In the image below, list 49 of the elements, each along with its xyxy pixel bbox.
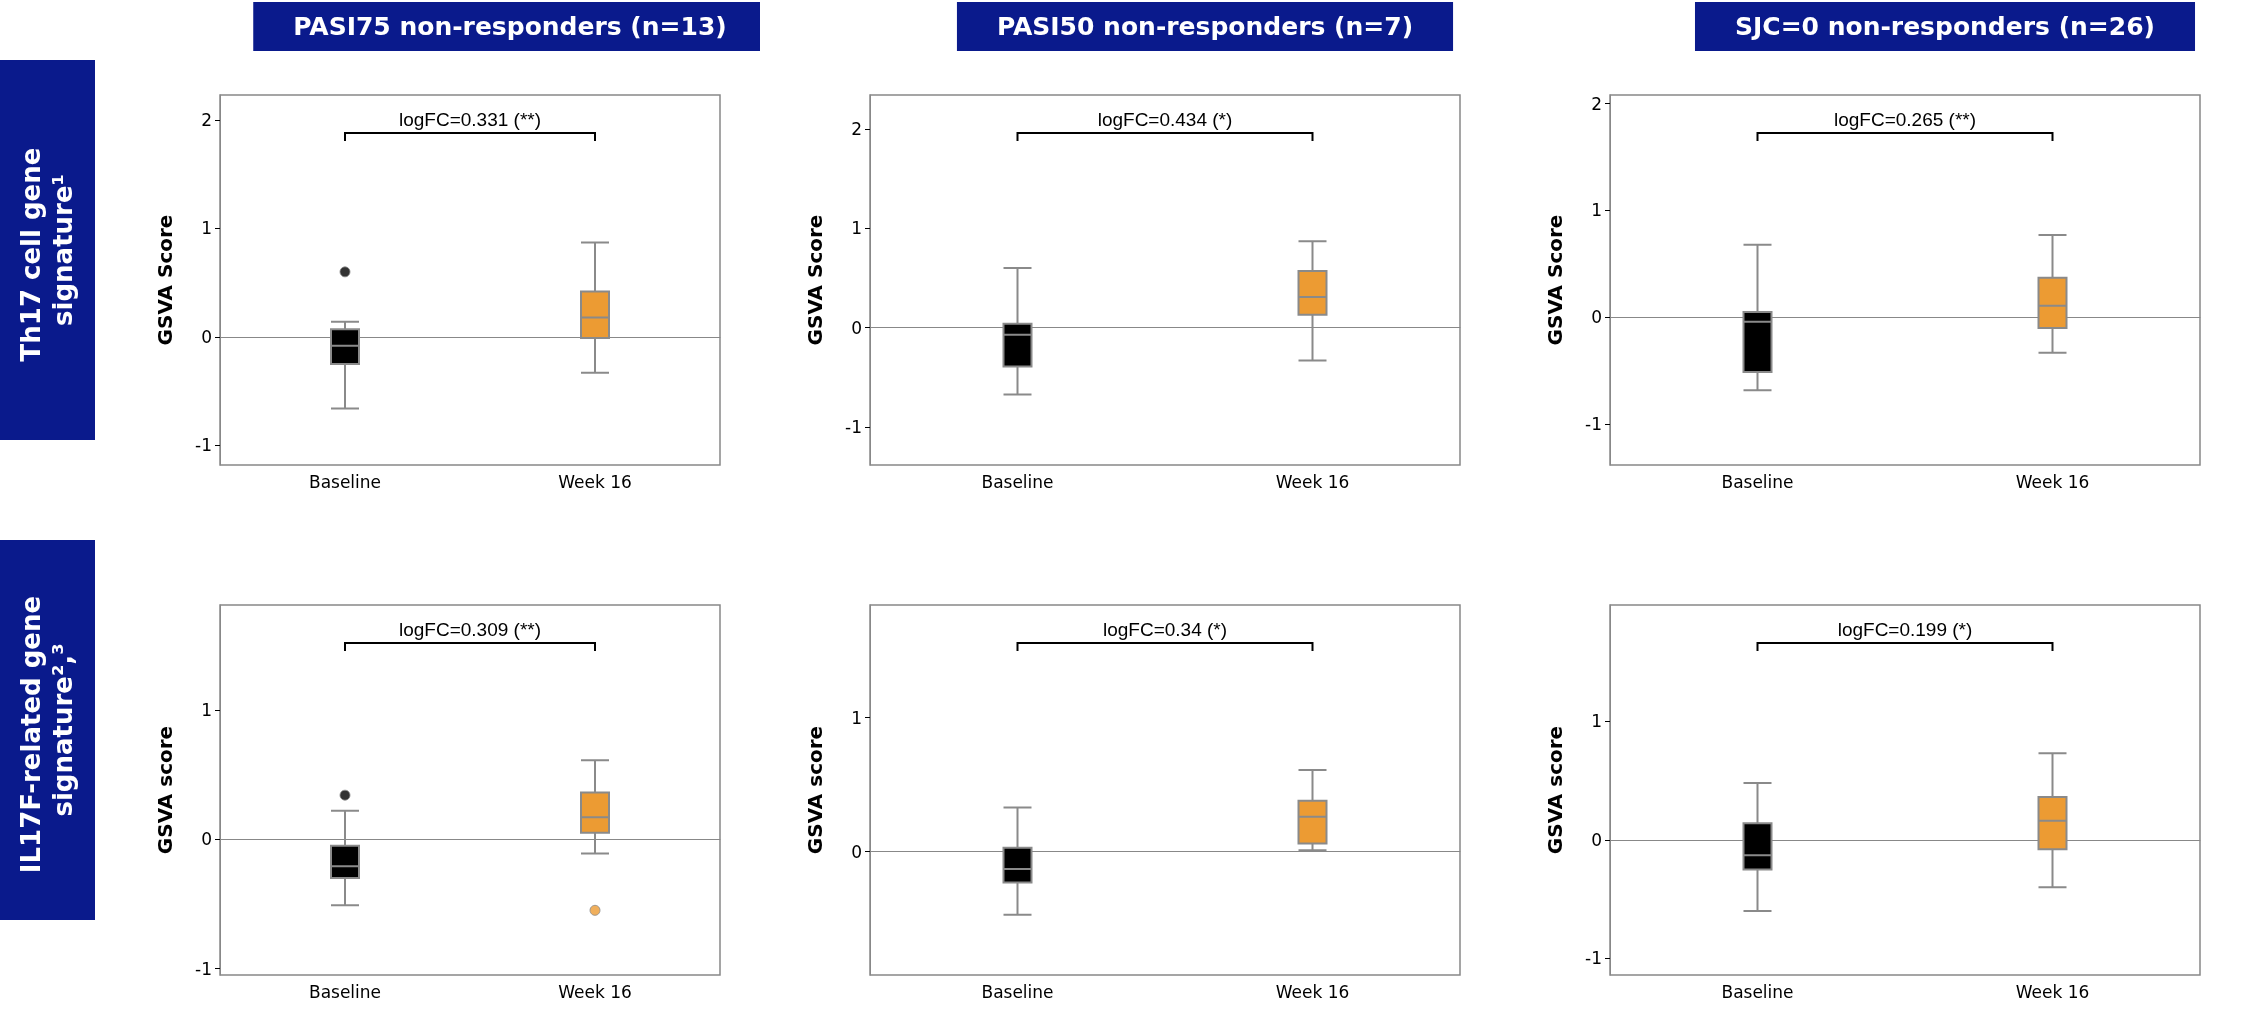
y-tick-label: 0 xyxy=(1591,829,1602,850)
x-tick-label: Baseline xyxy=(1721,981,1794,1002)
y-tick-label: 1 xyxy=(851,707,862,728)
y-tick-label: 1 xyxy=(1591,200,1602,221)
y-axis-title: GSVA score xyxy=(803,725,827,855)
y-tick-label: -1 xyxy=(195,435,212,456)
x-tick-label: Baseline xyxy=(1721,471,1794,492)
y-axis-title: GSVA Score xyxy=(803,214,827,346)
x-tick-label: Week 16 xyxy=(2015,471,2090,492)
text: IL17F-related gene signature²,³ xyxy=(16,586,78,874)
x-tick-label: Week 16 xyxy=(558,471,632,492)
x-tick-label: Baseline xyxy=(308,981,382,1002)
annotation: logFC=0.309 (**) xyxy=(398,619,542,640)
y-tick-label: 2 xyxy=(201,109,212,130)
x-tick-label: Week 16 xyxy=(1275,471,1350,492)
chart-title: PASI50 non-responders (n=7) xyxy=(996,12,1414,41)
annotation: logFC=0.34 (*) xyxy=(1102,619,1228,640)
y-tick-label: 2 xyxy=(1591,93,1602,114)
x-tick-label: Week 16 xyxy=(2015,981,2090,1002)
x-tick-label: Baseline xyxy=(981,471,1054,492)
annotation: logFC=0.331 (**) xyxy=(398,109,542,130)
annotation: logFC=0.434 (*) xyxy=(1097,109,1233,130)
y-tick-label: -1 xyxy=(1585,414,1602,435)
y-tick-label: 0 xyxy=(201,829,212,850)
y-tick-label: 0 xyxy=(851,841,862,862)
y-tick-label: 1 xyxy=(1591,711,1602,732)
y-tick-label: -1 xyxy=(1585,948,1602,969)
y-tick-label: 1 xyxy=(201,699,212,720)
y-tick-label: 1 xyxy=(851,218,862,239)
y-tick-label: 0 xyxy=(1591,307,1602,328)
y-tick-label: 1 xyxy=(201,218,212,239)
x-tick-label: Baseline xyxy=(308,471,382,492)
y-axis-title: GSVA Score xyxy=(153,214,177,346)
x-tick-label: Baseline xyxy=(981,981,1054,1002)
y-axis-title: GSVA score xyxy=(153,725,177,855)
annotation: logFC=0.265 (**) xyxy=(1833,109,1977,130)
chart-title: SJC=0 non-responders (n=26) xyxy=(1734,12,2156,41)
annotation: logFC=0.199 (*) xyxy=(1837,619,1973,640)
y-tick-label: -1 xyxy=(195,958,212,979)
text: Th17 cell gene signature¹ xyxy=(16,138,78,362)
y-tick-label: 2 xyxy=(851,118,862,139)
y-tick-label: -1 xyxy=(845,417,862,438)
chart-title: PASI75 non-responders (n=13) xyxy=(293,12,727,41)
x-tick-label: Week 16 xyxy=(1275,981,1350,1002)
x-tick-label: Week 16 xyxy=(558,981,632,1002)
y-tick-label: 0 xyxy=(851,317,862,338)
y-axis-title: GSVA score xyxy=(1543,725,1567,855)
y-axis-title: GSVA Score xyxy=(1543,214,1567,346)
y-tick-label: 0 xyxy=(201,326,212,347)
